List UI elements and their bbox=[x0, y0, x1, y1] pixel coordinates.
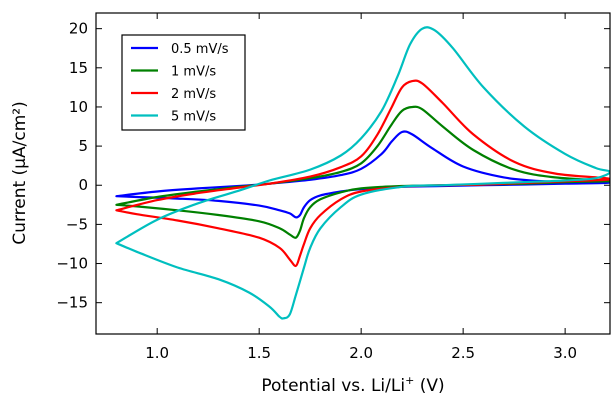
y-tick-label: 15 bbox=[69, 59, 88, 77]
legend: 0.5 mV/s 1 mV/s 2 mV/s 5 mV/s bbox=[121, 34, 246, 131]
series-layer bbox=[115, 26, 610, 320]
legend-label-1: 1 mV/s bbox=[171, 65, 216, 80]
x-tick-label: 2.5 bbox=[451, 344, 475, 362]
y-tick-label: 20 bbox=[69, 20, 88, 38]
legend-box bbox=[121, 34, 246, 131]
x-axis-label: Potential vs. Li/Li+ (V) bbox=[261, 374, 444, 396]
x-tick-label: 1.0 bbox=[145, 344, 169, 362]
y-tick-label: 5 bbox=[78, 137, 88, 155]
ticks-layer: 1.0 1.5 2.0 2.5 3.0 −15 −10 −5 0 5 10 15 20 bbox=[56, 13, 610, 362]
series-line-3 bbox=[115, 26, 610, 320]
x-tick-label: 2.0 bbox=[349, 344, 373, 362]
legend-label-0: 0.5 mV/s bbox=[171, 42, 229, 57]
y-tick-label: 0 bbox=[78, 176, 88, 194]
x-tick-label: 3.0 bbox=[553, 344, 577, 362]
series-line-2 bbox=[115, 79, 610, 268]
y-tick-label: −15 bbox=[56, 294, 88, 312]
x-axis-label-superscript: + bbox=[405, 374, 414, 387]
y-tick-label: −5 bbox=[66, 215, 88, 233]
y-tick-label: −10 bbox=[56, 255, 88, 273]
y-tick-label: 10 bbox=[69, 98, 88, 116]
y-axis-label: Current (µA/cm²) bbox=[10, 101, 30, 244]
plot-frame bbox=[95, 12, 611, 335]
x-tick-label: 1.5 bbox=[247, 344, 271, 362]
series-line-1 bbox=[115, 105, 610, 239]
legend-label-2: 2 mV/s bbox=[171, 87, 216, 102]
series-line-0 bbox=[115, 130, 610, 219]
legend-label-3: 5 mV/s bbox=[171, 110, 216, 125]
